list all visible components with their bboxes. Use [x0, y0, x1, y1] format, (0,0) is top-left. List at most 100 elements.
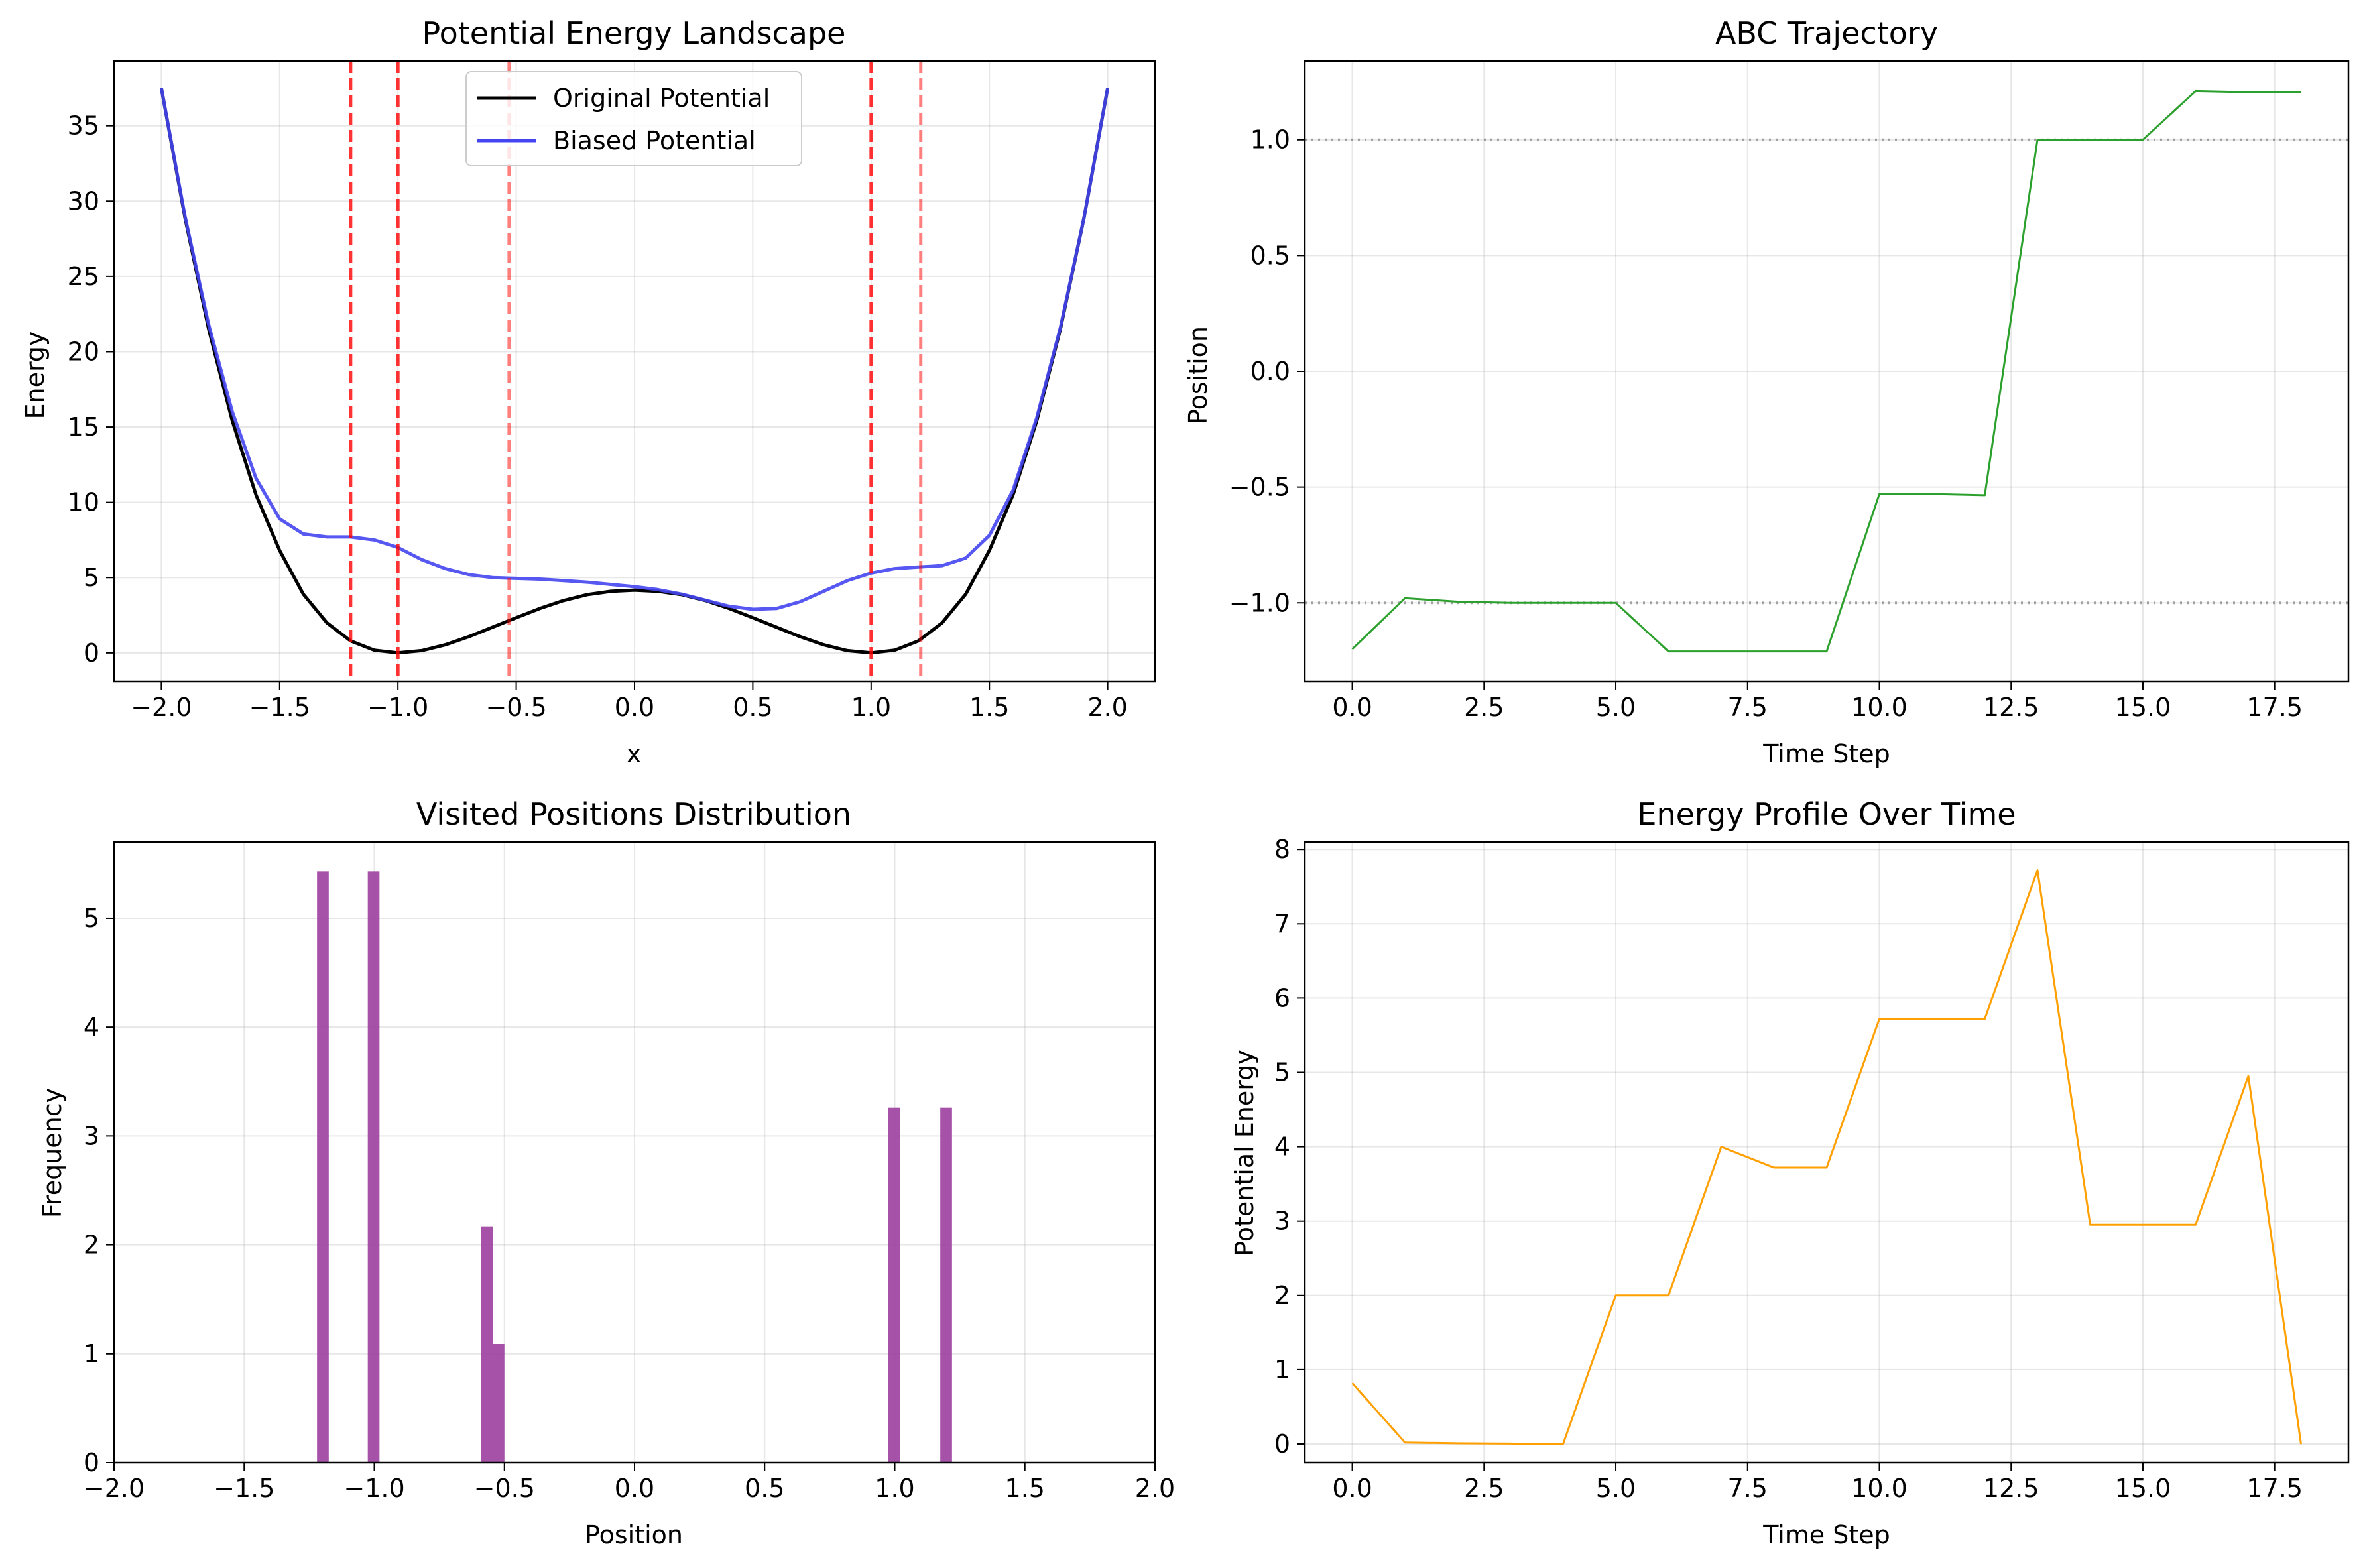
- histogram-bar: [481, 1226, 493, 1463]
- series-line: [159, 88, 1110, 655]
- y-tick-label: −0.5: [1229, 473, 1290, 502]
- y-tick-labels: 0 5 10 15 20 25 30 35: [68, 111, 99, 668]
- y-tick-labels: 0 1 2 3 4 5 6 7 8: [1274, 835, 1290, 1459]
- x-tick-label: 2.0: [1087, 693, 1127, 722]
- y-tick-label: 2: [1274, 1281, 1290, 1310]
- x-tick-label: 2.0: [1135, 1474, 1175, 1503]
- x-tick-label: 5.0: [1596, 693, 1636, 722]
- y-tick-label: 25: [68, 262, 99, 291]
- y-axis-label: Frequency: [38, 1088, 67, 1218]
- histogram-bar: [888, 1107, 900, 1463]
- x-tick-label: −1.5: [249, 693, 310, 722]
- y-tick-label: 0: [1274, 1429, 1290, 1459]
- x-tick-label: 1.5: [969, 693, 1009, 722]
- x-tick-label: 17.5: [2246, 693, 2303, 722]
- grid-lines: [1305, 842, 2348, 1463]
- legend-box: [465, 71, 802, 166]
- axes-frame: [1304, 60, 2350, 683]
- legend-label-biased-potential: Biased Potential: [553, 126, 756, 155]
- y-tick-label: 0.0: [1250, 357, 1290, 386]
- x-tick-label: −1.0: [367, 693, 428, 722]
- x-tick-label: 7.5: [1728, 1474, 1768, 1503]
- tick-marks: [1297, 849, 2276, 1471]
- y-tick-label: 7: [1274, 909, 1290, 938]
- x-tick-label: 0.0: [1332, 693, 1372, 722]
- y-axis-label: Energy: [21, 331, 50, 419]
- x-tick-label: 10.0: [1851, 693, 1908, 722]
- plot-marks: [1305, 90, 2348, 653]
- x-tick-labels: 0.0 2.5 5.0 7.5 10.0 12.5 15.0 17.5: [1332, 693, 2303, 722]
- series-line: [1351, 869, 2302, 1445]
- y-tick-label: 6: [1274, 983, 1290, 1012]
- x-axis-label: x: [627, 739, 642, 768]
- axes-frame: [1304, 841, 2350, 1464]
- panel-potential-energy-landscape: Potential Energy Landscape x Energy −2.0…: [21, 15, 1156, 768]
- x-tick-label: −2.0: [84, 1474, 145, 1503]
- y-tick-label: 30: [68, 186, 99, 215]
- x-axis-label: Position: [585, 1520, 683, 1549]
- x-tick-label: −0.5: [474, 1474, 535, 1503]
- y-tick-label: 1: [1274, 1355, 1290, 1384]
- chart-title: Visited Positions Distribution: [416, 796, 851, 832]
- plot-marks: [1351, 869, 2302, 1445]
- x-tick-label: 0.5: [745, 1474, 784, 1503]
- tick-marks: [106, 917, 1156, 1471]
- x-tick-label: −1.5: [213, 1474, 274, 1503]
- x-tick-label: 15.0: [2115, 1474, 2171, 1503]
- x-tick-labels: 0.0 2.5 5.0 7.5 10.0 12.5 15.0 17.5: [1332, 1474, 2303, 1503]
- x-tick-labels: −2.0 −1.5 −1.0 −0.5 0.0 0.5 1.0 1.5 2.0: [84, 1474, 1175, 1503]
- x-tick-label: 17.5: [2246, 1474, 2303, 1503]
- x-tick-label: 0.0: [615, 1474, 654, 1503]
- x-tick-label: 0.0: [1332, 1474, 1372, 1503]
- series-line: [159, 88, 1110, 611]
- plot-marks: [317, 871, 952, 1463]
- x-tick-label: 1.0: [851, 693, 891, 722]
- x-axis-label: Time Step: [1762, 1520, 1890, 1549]
- y-tick-label: 5: [1274, 1057, 1290, 1087]
- x-tick-label: 0.5: [733, 693, 772, 722]
- y-tick-label: 0.5: [1250, 241, 1290, 270]
- x-tick-label: −0.5: [485, 693, 546, 722]
- axes-frame: [113, 60, 1156, 683]
- y-tick-labels: 0 1 2 3 4 5: [84, 904, 99, 1477]
- x-tick-label: 7.5: [1728, 693, 1768, 722]
- y-tick-label: 4: [1274, 1132, 1290, 1162]
- histogram-bar: [940, 1107, 952, 1463]
- histogram-bar: [317, 871, 329, 1463]
- x-tick-label: 10.0: [1851, 1474, 1908, 1503]
- tick-marks: [106, 125, 1109, 690]
- y-tick-label: 1.0: [1250, 125, 1290, 154]
- y-tick-label: 35: [68, 111, 99, 141]
- histogram-bar: [367, 871, 380, 1463]
- x-tick-label: 2.5: [1464, 1474, 1504, 1503]
- y-tick-label: −1.0: [1229, 588, 1290, 617]
- panel-energy-profile-over-time: Energy Profile Over Time Time Step Poten…: [1230, 796, 2350, 1549]
- plot-marks: [159, 61, 1110, 682]
- x-axis-label: Time Step: [1762, 739, 1890, 768]
- y-tick-label: 3: [84, 1121, 99, 1150]
- y-axis-label: Position: [1184, 326, 1213, 424]
- y-tick-label: 5: [84, 563, 99, 592]
- y-tick-label: 4: [84, 1012, 99, 1042]
- panel-visited-positions-distribution: Visited Positions Distribution Position …: [38, 796, 1175, 1549]
- x-tick-label: 12.5: [1983, 693, 2039, 722]
- y-tick-label: 1: [84, 1339, 99, 1368]
- grid-lines: [1305, 61, 2348, 682]
- x-tick-label: −1.0: [343, 1474, 404, 1503]
- x-tick-label: 5.0: [1596, 1474, 1636, 1503]
- y-tick-labels: −1.0 −0.5 0.0 0.5 1.0: [1229, 125, 1290, 618]
- legend-label-original-potential: Original Potential: [553, 84, 770, 113]
- grid-lines: [113, 842, 1156, 1463]
- y-tick-label: 2: [84, 1231, 99, 1260]
- x-tick-label: 2.5: [1464, 693, 1504, 722]
- legend: Original Potential Biased Potential: [465, 71, 802, 166]
- y-tick-label: 0: [84, 638, 99, 668]
- y-tick-label: 15: [68, 412, 99, 442]
- y-tick-label: 5: [84, 904, 99, 933]
- y-tick-label: 0: [84, 1448, 99, 1477]
- x-tick-label: 15.0: [2115, 693, 2171, 722]
- series-line: [1351, 90, 2301, 653]
- x-tick-label: 1.0: [875, 1474, 914, 1503]
- y-tick-label: 8: [1274, 835, 1290, 864]
